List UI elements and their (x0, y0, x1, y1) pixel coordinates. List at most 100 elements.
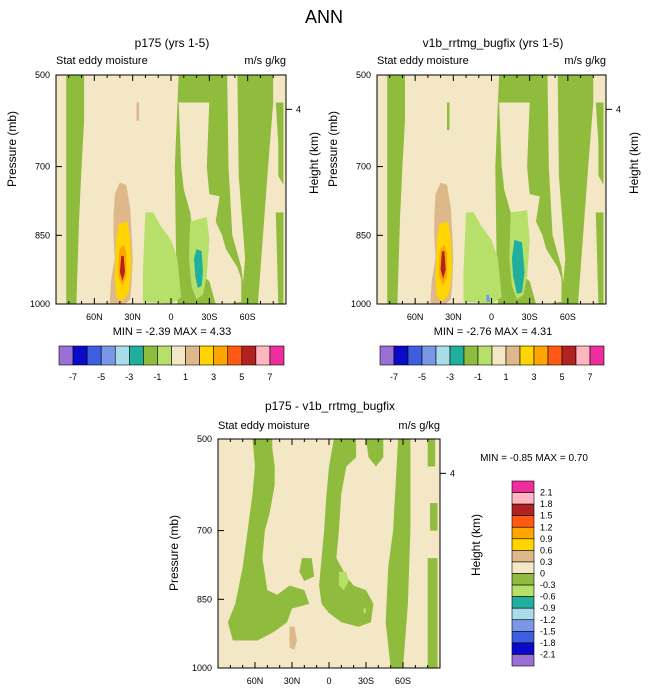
panel-left-subtitle-left: Stat eddy moisture (56, 55, 148, 67)
colorbar-box (511, 654, 535, 667)
contour-region (66, 75, 85, 304)
panel-diff-subtitle-right: m/s g/kg (398, 420, 440, 432)
panel-right-subtitle-left: Stat eddy moisture (377, 55, 469, 67)
y-tick-label: 500 (197, 434, 212, 444)
colorbar-box (449, 345, 465, 366)
colorbar-box (511, 631, 535, 644)
y-tick-label: 1000 (30, 299, 50, 309)
panel-right-title: v1b_rrtmg_bugfix (yrs 1-5) (423, 36, 564, 50)
y-tick-label: 700 (356, 162, 371, 172)
colorbar-label: -7 (390, 372, 398, 382)
contour-region (385, 439, 411, 668)
colorbar-label: -7 (69, 372, 77, 382)
colorbar-box (511, 492, 535, 505)
contour-region (119, 255, 125, 282)
x-tick-label: 0 (489, 312, 494, 322)
colorbar-box (463, 345, 479, 366)
colorbar-label: -3 (446, 372, 454, 382)
contour-region (319, 439, 374, 627)
x-tick-label: 60N (407, 312, 424, 322)
colorbar-label: -1 (474, 372, 482, 382)
colorbar-box (511, 561, 535, 574)
contour-region (227, 439, 310, 641)
y-tick-label: 1000 (192, 663, 212, 673)
y-tick-label: 700 (197, 526, 212, 536)
colorbar-label: -0.3 (540, 580, 556, 590)
colorbar-box (171, 345, 186, 366)
colorbar-label: 0 (540, 569, 545, 579)
plot-area-right: 60N 30N 0 30S 60S 500 700 850 1000 4 (351, 70, 621, 322)
x-tick-label: 0 (326, 676, 331, 686)
contour-region (463, 212, 502, 304)
right-tick-label: 4 (616, 104, 621, 114)
colorbar-vertical-diff: 2.11.81.51.20.90.60.30-0.3-0.6-0.9-1.2-1… (511, 480, 556, 667)
colorbar-box (255, 345, 271, 366)
y-tick-label: 500 (35, 70, 50, 80)
colorbar-label: 3 (531, 372, 536, 382)
panel-diff-ylabel: Pressure (mb) (167, 515, 181, 591)
x-tick-label: 30N (284, 676, 301, 686)
colorbar-box (269, 345, 285, 366)
right-tick-label: 4 (296, 104, 301, 114)
contour-region (237, 75, 274, 304)
colorbar-box (100, 345, 116, 366)
colorbar-box (435, 345, 451, 366)
y-tick-label: 850 (356, 230, 371, 240)
colorbar-box (511, 550, 535, 563)
contour-region (595, 212, 604, 304)
panel-left-ylabel: Pressure (mb) (5, 111, 19, 187)
panel-diff-minmax: MIN = -0.85 MAX = 0.70 (480, 453, 588, 464)
colorbar-box (511, 596, 535, 609)
contour-region (511, 239, 525, 294)
x-tick-label: 30N (124, 312, 141, 322)
colorbar-box (511, 538, 535, 551)
colorbar-box (511, 526, 535, 540)
colorbar-box (547, 345, 563, 366)
colorbar-box (561, 345, 577, 366)
colorbar-box (72, 345, 88, 366)
colorbar-label: -5 (418, 372, 426, 382)
colorbar-label: -2.1 (540, 649, 556, 659)
colorbar-box (58, 345, 74, 366)
colorbar-box (519, 345, 535, 366)
colorbar-horizontal-right: -7 -5 -3 -1 1 3 5 7 (379, 345, 605, 382)
x-tick-label: 30S (522, 312, 538, 322)
colorbar-box (241, 345, 257, 366)
colorbar-box (505, 345, 521, 366)
contour-region (142, 212, 182, 304)
colorbar-box (86, 345, 102, 366)
contour-region (136, 102, 140, 121)
contour-region (595, 102, 604, 185)
contour-region (486, 294, 491, 302)
contour-region (275, 102, 284, 185)
contour-region (557, 75, 594, 304)
colorbar-box (511, 573, 535, 586)
contour-region (430, 503, 438, 531)
x-tick-label: 60S (240, 312, 256, 322)
contour-region (427, 558, 438, 668)
contour-region (387, 75, 405, 304)
panel-left-title: p175 (yrs 1-5) (135, 36, 210, 50)
colorbar-box (575, 345, 591, 366)
contour-region (178, 102, 242, 304)
panel-left-minmax: MIN = -2.39 MAX = 4.33 (113, 326, 232, 338)
contour-region (299, 558, 315, 581)
colorbar-label: -1 (153, 372, 161, 382)
y-tick-label: 850 (197, 594, 212, 604)
colorbar-box (157, 345, 172, 366)
right-tick-label: 4 (450, 468, 455, 478)
figure-title: ANN (305, 7, 343, 27)
x-tick-label: 30N (445, 312, 462, 322)
colorbar-box (477, 345, 493, 366)
panel-right-ylabel: Pressure (mb) (326, 111, 340, 187)
colorbar-label: 1.8 (540, 499, 553, 509)
panel-right-subtitle-right: m/s g/kg (564, 55, 606, 67)
colorbar-label: 1 (503, 372, 508, 382)
colorbar-box (421, 345, 437, 366)
colorbar-label: 1 (183, 372, 188, 382)
panel-diff: p175 - v1b_rrtmg_bugfix Stat eddy moistu… (167, 399, 588, 686)
colorbar-box (143, 345, 158, 366)
colorbar-label: 1.2 (540, 522, 553, 532)
colorbar-label: -1.5 (540, 626, 556, 636)
